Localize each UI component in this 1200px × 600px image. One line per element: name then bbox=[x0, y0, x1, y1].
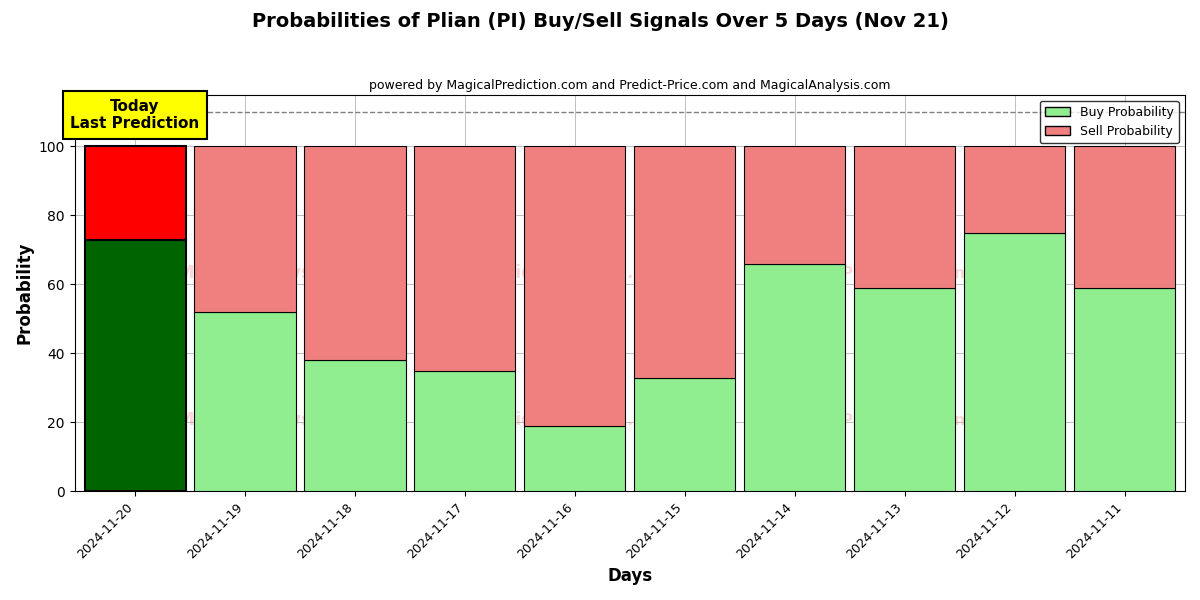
Text: MagicPrediction.com: MagicPrediction.com bbox=[476, 264, 672, 282]
Y-axis label: Probability: Probability bbox=[16, 242, 34, 344]
Bar bbox=[964, 233, 1066, 491]
Bar bbox=[744, 146, 845, 263]
X-axis label: Days: Days bbox=[607, 567, 653, 585]
Bar bbox=[964, 146, 1066, 233]
Bar bbox=[1074, 288, 1175, 491]
Bar bbox=[854, 288, 955, 491]
Text: MagicPrediction.com: MagicPrediction.com bbox=[476, 411, 672, 429]
Text: Probabilities of Plian (PI) Buy/Sell Signals Over 5 Days (Nov 21): Probabilities of Plian (PI) Buy/Sell Sig… bbox=[252, 12, 948, 31]
Bar bbox=[524, 426, 625, 491]
Bar bbox=[524, 146, 625, 426]
Bar bbox=[854, 146, 955, 288]
Bar bbox=[305, 360, 406, 491]
Text: MagicalPrediction.com: MagicalPrediction.com bbox=[776, 413, 971, 428]
Bar bbox=[635, 146, 736, 377]
Legend: Buy Probability, Sell Probability: Buy Probability, Sell Probability bbox=[1040, 101, 1178, 143]
Bar bbox=[194, 146, 295, 312]
Text: MagicalAnalysis.com: MagicalAnalysis.com bbox=[178, 264, 372, 282]
Bar bbox=[305, 146, 406, 360]
Bar bbox=[414, 146, 516, 371]
Text: Today
Last Prediction: Today Last Prediction bbox=[71, 99, 199, 131]
Bar bbox=[1074, 146, 1175, 288]
Bar bbox=[84, 239, 186, 491]
Bar bbox=[744, 263, 845, 491]
Text: MagicalPrediction.com: MagicalPrediction.com bbox=[776, 266, 971, 281]
Bar bbox=[84, 146, 186, 239]
Bar bbox=[635, 377, 736, 491]
Text: MagicalAnalysis.com: MagicalAnalysis.com bbox=[178, 411, 372, 429]
Bar bbox=[194, 312, 295, 491]
Bar bbox=[414, 371, 516, 491]
Title: powered by MagicalPrediction.com and Predict-Price.com and MagicalAnalysis.com: powered by MagicalPrediction.com and Pre… bbox=[370, 79, 890, 92]
